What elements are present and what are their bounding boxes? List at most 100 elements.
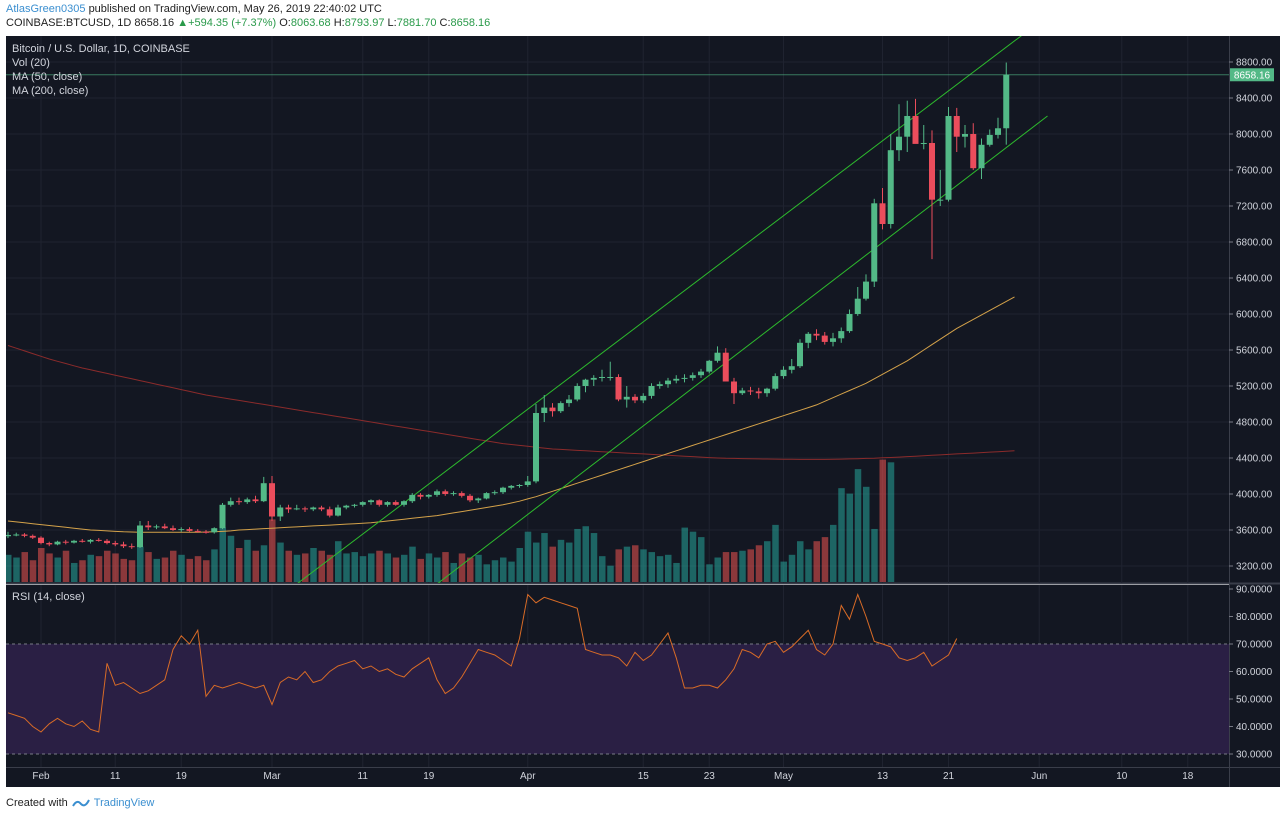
price-tick-label: 7600.00 bbox=[1236, 166, 1273, 177]
candle-body bbox=[574, 386, 581, 400]
volume-bar bbox=[566, 542, 573, 582]
tradingview-logo-icon[interactable] bbox=[71, 797, 90, 809]
candle-body bbox=[508, 485, 515, 488]
created-with-label: Created with bbox=[6, 797, 68, 809]
candle-body bbox=[739, 390, 746, 394]
volume-bar bbox=[376, 550, 383, 582]
volume-bar bbox=[574, 528, 581, 582]
candle-body bbox=[29, 535, 36, 538]
volume-bar bbox=[623, 546, 631, 582]
volume-bar bbox=[689, 531, 697, 582]
volume-bar bbox=[87, 554, 94, 582]
candle-body bbox=[945, 116, 952, 200]
volume-bar bbox=[38, 548, 45, 582]
volume-bar bbox=[706, 564, 713, 582]
volume-bar bbox=[21, 552, 28, 582]
candle-body bbox=[359, 502, 366, 505]
volume-bar bbox=[269, 519, 276, 582]
candle-body bbox=[161, 526, 168, 529]
candle-body bbox=[153, 526, 160, 528]
candle-body bbox=[326, 509, 333, 516]
candle-body bbox=[244, 499, 251, 503]
volume-bar bbox=[673, 562, 680, 582]
volume-bar bbox=[54, 557, 61, 582]
volume-bar bbox=[887, 462, 895, 582]
candle-body bbox=[887, 150, 894, 224]
grid bbox=[6, 36, 1229, 767]
volume-bar bbox=[871, 528, 878, 582]
time-tick-label: 15 bbox=[638, 771, 650, 782]
price-tick-label: 5600.00 bbox=[1236, 346, 1273, 357]
candle-body bbox=[46, 543, 53, 545]
candle-body bbox=[673, 378, 680, 381]
volume-bar bbox=[491, 560, 499, 582]
volume-bar bbox=[731, 552, 738, 582]
volume-bar bbox=[442, 552, 449, 582]
open-value: 8063.68 bbox=[290, 17, 331, 29]
rsi-tick-label: 30.0000 bbox=[1236, 750, 1273, 761]
candle-body bbox=[780, 369, 787, 377]
volume-bar bbox=[302, 553, 309, 582]
candle-body bbox=[95, 539, 102, 541]
time-tick-label: 23 bbox=[704, 771, 716, 782]
candle-body bbox=[648, 386, 655, 396]
candle-body bbox=[62, 541, 69, 543]
candle-body bbox=[747, 390, 754, 392]
volume-bar bbox=[681, 527, 688, 582]
price-tick-label: 8000.00 bbox=[1236, 130, 1273, 141]
volume-bar bbox=[351, 552, 358, 582]
candle-body bbox=[607, 377, 614, 378]
price-axis-bg bbox=[1229, 36, 1280, 787]
candles bbox=[6, 62, 1010, 549]
author-link[interactable]: AtlasGreen0305 bbox=[6, 3, 86, 15]
rsi-tick-label: 40.0000 bbox=[1236, 722, 1273, 733]
volume-bar bbox=[599, 556, 606, 582]
candle-body bbox=[285, 507, 292, 510]
candle-body bbox=[450, 493, 457, 495]
volume-bar bbox=[764, 541, 771, 582]
candle-body bbox=[978, 144, 985, 169]
volume-bar bbox=[260, 545, 268, 582]
channel-upper-line[interactable] bbox=[297, 33, 1064, 584]
candle-body bbox=[714, 352, 721, 361]
volume-bar bbox=[46, 553, 53, 582]
publish-header: AtlasGreen0305 published on TradingView.… bbox=[6, 3, 382, 17]
volume-bar bbox=[359, 556, 367, 582]
tradingview-link[interactable]: TradingView bbox=[93, 797, 155, 809]
price-tick-label: 6000.00 bbox=[1236, 310, 1273, 321]
volume-bar bbox=[813, 541, 820, 582]
volume-bar bbox=[475, 554, 482, 582]
main-pane[interactable] bbox=[6, 36, 1229, 583]
candle-body bbox=[640, 395, 647, 401]
candle-body bbox=[87, 539, 94, 542]
candle-body bbox=[953, 116, 960, 137]
volume-bar bbox=[203, 560, 210, 582]
volume-bar bbox=[640, 549, 647, 582]
candle-body bbox=[590, 377, 597, 380]
candle-body bbox=[260, 483, 267, 502]
low-value: 7881.70 bbox=[396, 17, 437, 29]
close-value: 8658.16 bbox=[450, 17, 491, 29]
chart-canvas[interactable]: 3200.00 3600.00 4000.00 4400.00 4800.00 5200.… bbox=[0, 33, 1280, 793]
volume-bar bbox=[434, 557, 441, 582]
volume-bar bbox=[772, 524, 779, 582]
candle-body bbox=[846, 314, 853, 332]
candle-body bbox=[665, 380, 671, 385]
candle-body bbox=[854, 298, 861, 314]
volume-bar bbox=[590, 533, 598, 582]
volume-bar bbox=[467, 557, 474, 582]
candle-body bbox=[293, 508, 300, 510]
price-tick-label: 6800.00 bbox=[1236, 238, 1273, 249]
price-tick-label: 6400.00 bbox=[1236, 274, 1273, 285]
candle-body bbox=[764, 388, 770, 394]
candle-body bbox=[38, 537, 44, 544]
rsi-tick-label: 70.0000 bbox=[1236, 640, 1273, 651]
volume-bar bbox=[863, 486, 870, 582]
candle-body bbox=[731, 381, 737, 394]
volume-bar bbox=[805, 549, 812, 582]
candle-body bbox=[425, 494, 432, 497]
volume-bar bbox=[582, 526, 589, 582]
volume-bar bbox=[665, 554, 672, 582]
time-tick-label: 11 bbox=[358, 771, 369, 782]
time-tick-label: 11 bbox=[110, 771, 121, 782]
